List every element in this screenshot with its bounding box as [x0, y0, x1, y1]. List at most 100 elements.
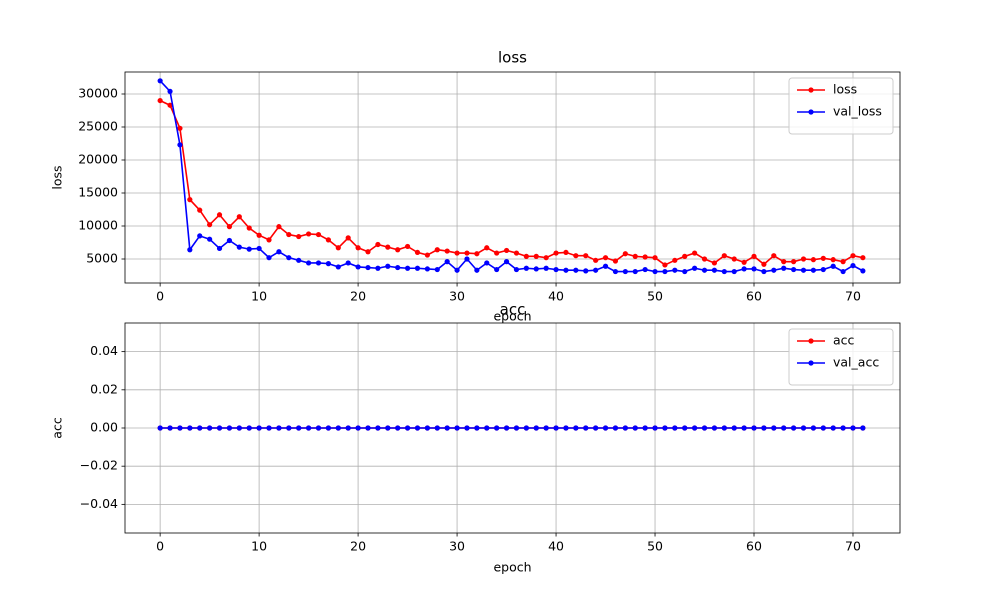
- data-point: [593, 267, 599, 273]
- data-point: [820, 425, 826, 431]
- y-tick-label: 25000: [78, 118, 118, 133]
- data-point: [761, 425, 767, 431]
- plot-frame: [124, 322, 901, 534]
- data-point: [741, 425, 747, 431]
- legend-box: [788, 328, 894, 386]
- data-point: [494, 250, 500, 256]
- data-point: [800, 256, 807, 262]
- data-point: [810, 257, 816, 263]
- data-point: [474, 267, 480, 273]
- data-point: [395, 425, 401, 431]
- series-line: [159, 99, 864, 266]
- data-point: [860, 268, 866, 274]
- data-point: [226, 224, 233, 230]
- data-point: [553, 266, 559, 273]
- data-point: [404, 425, 411, 431]
- data-point: [226, 425, 233, 431]
- data-point: [157, 97, 163, 104]
- data-point: [692, 250, 698, 256]
- data-point: [256, 245, 262, 252]
- y-tick-label: 20000: [78, 151, 118, 166]
- data-point: [711, 260, 718, 266]
- data-point: [315, 425, 322, 431]
- data-point: [553, 250, 559, 256]
- data-point: [830, 257, 836, 263]
- data-point: [424, 425, 430, 431]
- data-point: [325, 261, 332, 267]
- series-line: [159, 80, 864, 273]
- data-point: [642, 254, 648, 260]
- data-point: [800, 267, 807, 273]
- data-point: [404, 243, 411, 250]
- data-point: [345, 235, 351, 241]
- data-point: [404, 265, 411, 271]
- y-tick-label: 0.02: [90, 381, 118, 396]
- legend-marker: [808, 338, 814, 344]
- data-point: [672, 267, 678, 273]
- data-point: [276, 425, 282, 431]
- data-point: [484, 425, 490, 431]
- data-point: [583, 268, 589, 274]
- data-point: [850, 263, 856, 269]
- x-tick-label: 30: [449, 289, 465, 304]
- data-point: [761, 268, 767, 275]
- data-point: [721, 268, 727, 275]
- x-axis-label: epoch: [493, 560, 531, 575]
- data-point: [583, 253, 589, 259]
- data-point: [711, 425, 718, 431]
- data-point: [236, 244, 242, 250]
- data-point: [177, 425, 183, 431]
- data-point: [207, 222, 213, 228]
- data-point: [306, 425, 312, 431]
- data-point: [444, 425, 450, 431]
- data-point: [721, 425, 727, 431]
- data-point: [266, 255, 272, 261]
- data-point: [652, 425, 658, 431]
- data-point: [375, 265, 381, 271]
- x-tick-label: 0: [156, 539, 164, 554]
- data-point: [157, 78, 163, 84]
- data-point: [652, 268, 658, 275]
- data-point: [563, 267, 569, 273]
- x-tick-label: 40: [548, 539, 564, 554]
- data-point: [632, 268, 638, 275]
- data-point: [385, 425, 391, 431]
- data-point: [484, 260, 490, 266]
- data-point: [523, 253, 529, 259]
- data-point: [800, 425, 807, 431]
- data-point: [602, 263, 609, 269]
- data-point: [573, 425, 579, 431]
- x-tick-label: 20: [350, 289, 366, 304]
- data-point: [345, 260, 351, 266]
- data-point: [682, 425, 688, 431]
- data-point: [652, 255, 658, 261]
- data-point: [454, 250, 460, 256]
- x-tick-label: 0: [156, 289, 164, 304]
- data-point: [395, 264, 401, 271]
- legend-marker: [808, 109, 814, 115]
- data-point: [701, 425, 708, 431]
- data-point: [781, 265, 787, 271]
- data-point: [523, 265, 529, 271]
- data-point: [226, 237, 233, 244]
- data-point: [543, 255, 549, 261]
- data-point: [365, 425, 371, 431]
- data-point: [612, 258, 619, 264]
- data-point: [820, 255, 826, 261]
- data-point: [790, 266, 797, 273]
- data-point: [246, 225, 252, 231]
- data-point: [513, 250, 520, 256]
- chart-title: loss: [498, 49, 527, 67]
- data-point: [810, 425, 816, 431]
- data-point: [236, 425, 242, 431]
- data-point: [266, 425, 272, 431]
- chart-title: acc: [500, 301, 526, 319]
- data-point: [612, 425, 619, 431]
- data-point: [385, 263, 391, 269]
- data-point: [503, 425, 510, 431]
- data-point: [434, 425, 440, 431]
- data-point: [662, 262, 668, 268]
- data-point: [375, 241, 381, 248]
- data-point: [781, 259, 787, 265]
